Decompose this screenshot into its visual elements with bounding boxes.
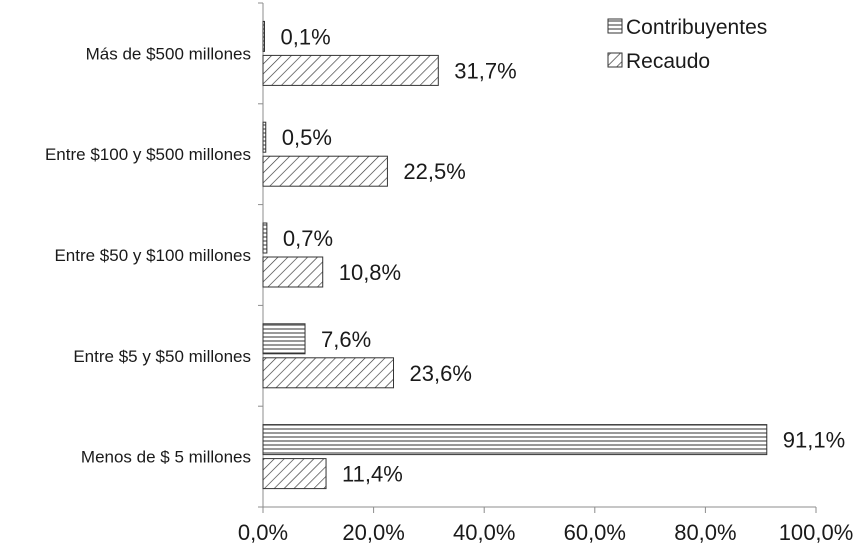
bar-recaudo [262,256,324,288]
category-label: Entre $100 y $500 millones [45,145,251,164]
legend-swatch [607,18,623,34]
category-label: Menos de $ 5 millones [81,448,251,467]
data-label: 0,7% [283,226,333,251]
x-tick-label: 60,0% [564,520,626,545]
x-tick-label: 0,0% [238,520,288,545]
category-label: Entre $50 y $100 millones [54,246,251,265]
bar-recaudo [262,54,439,86]
category-label: Entre $5 y $50 millones [73,347,251,366]
bar-contribuyentes [262,20,265,52]
data-label: 0,5% [282,125,332,150]
data-label: 0,1% [281,24,331,49]
bar-recaudo [262,458,327,490]
x-tick-label: 40,0% [453,520,515,545]
bars-layer [262,20,768,490]
legend: Contribuyentes Recaudo [607,16,767,73]
bar-contribuyentes [262,222,268,254]
x-tick-label: 100,0% [779,520,854,545]
legend-label: Recaudo [626,50,710,73]
x-tick-label: 80,0% [674,520,736,545]
data-label: 91,1% [783,428,845,453]
bar-recaudo [262,357,395,389]
axis-layer: 0,0% 20,0% 40,0% 60,0% 80,0% 100,0% Más de $50… [45,2,854,545]
bar-contribuyentes [262,424,768,456]
category-label: Más de $500 millones [86,44,251,63]
x-tick-label: 20,0% [342,520,404,545]
legend-swatch [607,52,623,68]
data-label: 11,4% [342,462,403,487]
data-label: 10,8% [339,260,401,285]
legend-label: Contribuyentes [626,16,767,39]
data-label: 23,6% [410,361,472,386]
bar-contribuyentes [262,121,267,153]
bar-recaudo [262,155,388,187]
data-label: 7,6% [321,327,371,352]
bar-contribuyentes [262,323,306,355]
data-label: 22,5% [403,159,465,184]
labels-layer: 0,1% 31,7% 0,5% 22,5% 0,7%10,8% 7,6% 23,6% 91,1… [281,24,846,486]
data-label: 31,7% [454,58,516,83]
